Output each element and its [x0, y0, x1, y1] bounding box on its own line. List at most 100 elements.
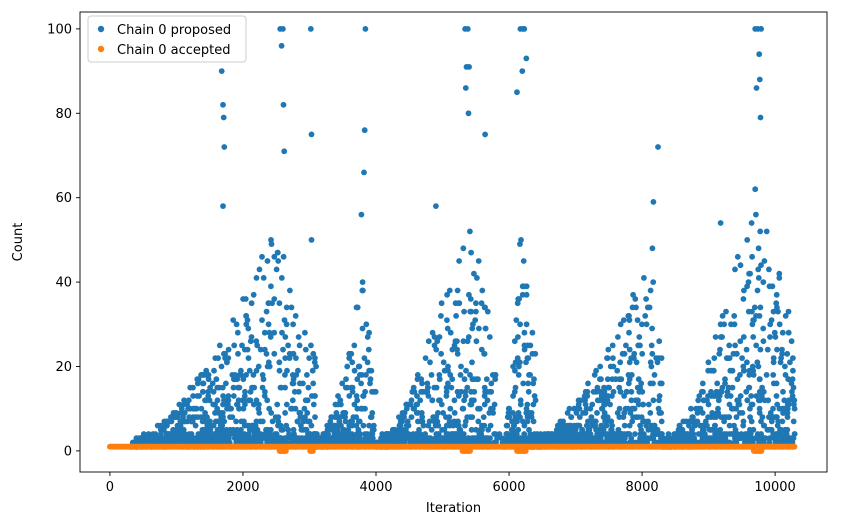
proposed-point: [403, 426, 409, 433]
proposed-point: [492, 372, 499, 378]
proposed-point: [362, 26, 369, 32]
proposed-point: [786, 435, 793, 442]
proposed-point: [650, 431, 656, 437]
proposed-point: [312, 355, 318, 361]
proposed-point: [719, 334, 725, 340]
proposed-point: [291, 388, 298, 395]
proposed-point: [760, 388, 767, 395]
proposed-point: [276, 300, 283, 307]
proposed-point: [706, 426, 713, 433]
proposed-point: [595, 426, 602, 433]
proposed-point: [425, 393, 432, 399]
proposed-point: [251, 422, 258, 429]
proposed-point: [283, 435, 289, 442]
proposed-point: [308, 422, 315, 429]
proposed-point: [212, 431, 219, 437]
proposed-point: [275, 258, 282, 264]
proposed-point: [644, 304, 651, 311]
proposed-point: [762, 435, 769, 442]
proposed-point: [781, 397, 788, 404]
proposed-point: [396, 422, 403, 429]
proposed-point: [753, 85, 760, 91]
proposed-point: [626, 422, 633, 429]
proposed-point: [243, 321, 250, 328]
proposed-point: [731, 321, 738, 328]
proposed-point: [790, 367, 796, 374]
proposed-point: [752, 435, 759, 442]
proposed-point: [210, 422, 217, 429]
proposed-point: [758, 435, 764, 442]
proposed-point: [767, 435, 774, 442]
proposed-point: [455, 422, 462, 429]
x-tick-label: 4000: [359, 480, 392, 495]
proposed-point: [604, 376, 611, 383]
proposed-point: [351, 342, 358, 349]
proposed-point: [651, 372, 658, 378]
proposed-point: [785, 308, 792, 315]
proposed-point: [268, 237, 274, 243]
proposed-point: [656, 431, 663, 437]
proposed-point: [244, 422, 251, 429]
proposed-point: [530, 418, 537, 425]
proposed-point: [236, 405, 243, 412]
proposed-point: [332, 426, 339, 433]
proposed-point: [744, 237, 751, 243]
proposed-point: [635, 376, 642, 383]
proposed-point: [342, 410, 349, 416]
proposed-point: [521, 329, 528, 336]
proposed-point: [755, 397, 762, 404]
proposed-point: [251, 431, 258, 437]
proposed-point: [705, 414, 711, 420]
proposed-point: [785, 329, 792, 336]
proposed-point: [780, 410, 786, 416]
proposed-point: [194, 414, 201, 420]
proposed-point: [276, 367, 283, 374]
proposed-point: [585, 380, 591, 387]
proposed-point: [774, 346, 780, 353]
proposed-point: [240, 376, 247, 383]
proposed-point: [697, 422, 704, 429]
proposed-point: [758, 262, 764, 269]
proposed-point: [787, 359, 793, 366]
proposed-point: [626, 376, 633, 383]
proposed-point: [730, 350, 737, 357]
proposed-point: [618, 376, 625, 383]
proposed-point: [265, 300, 272, 307]
proposed-point: [740, 334, 747, 340]
proposed-point: [185, 405, 192, 412]
proposed-point: [429, 397, 436, 404]
proposed-point: [218, 363, 225, 370]
proposed-point: [240, 405, 247, 412]
legend-box: [87, 15, 247, 63]
proposed-point: [410, 435, 416, 442]
proposed-point: [514, 418, 520, 425]
proposed-point: [246, 426, 253, 433]
proposed-point: [227, 431, 234, 437]
x-axis-title: Iteration: [426, 501, 481, 516]
proposed-point: [359, 325, 366, 332]
proposed-point: [358, 405, 365, 412]
proposed-point: [743, 388, 750, 395]
proposed-point: [597, 376, 603, 383]
proposed-point: [469, 359, 475, 366]
proposed-point: [214, 384, 221, 391]
proposed-point: [576, 405, 583, 412]
proposed-point: [416, 435, 423, 442]
proposed-point: [623, 342, 629, 349]
proposed-point: [621, 410, 628, 416]
proposed-point: [205, 388, 212, 395]
proposed-point: [484, 435, 491, 442]
proposed-point: [343, 376, 349, 383]
proposed-point: [268, 283, 274, 290]
proposed-point: [770, 355, 777, 361]
x-tick-label: 8000: [626, 480, 659, 495]
proposed-point: [436, 372, 443, 378]
proposed-point: [610, 355, 616, 361]
proposed-point: [177, 418, 184, 425]
proposed-point: [361, 355, 368, 361]
proposed-point: [692, 422, 698, 429]
proposed-point: [473, 426, 479, 433]
proposed-point: [688, 405, 694, 412]
proposed-point: [435, 422, 442, 429]
proposed-point: [650, 279, 657, 285]
